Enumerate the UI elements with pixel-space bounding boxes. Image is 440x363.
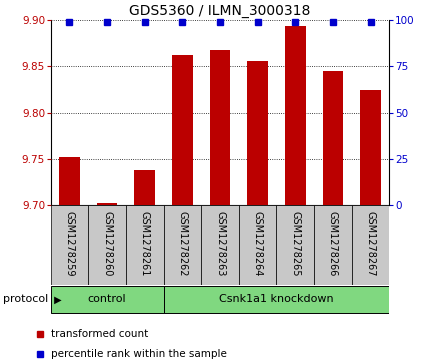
Text: GSM1278259: GSM1278259 (64, 212, 74, 277)
Bar (201, 205, 239, 285)
Bar (164, 205, 201, 285)
Bar (134, 170, 155, 205)
Text: ▶: ▶ (51, 294, 61, 305)
Text: GSM1278267: GSM1278267 (366, 212, 376, 277)
Bar (126, 205, 164, 285)
Text: transformed count: transformed count (51, 329, 148, 339)
Bar (352, 205, 389, 285)
Bar (323, 71, 343, 205)
Text: GSM1278261: GSM1278261 (140, 212, 150, 277)
Bar (97, 203, 117, 205)
Bar (247, 61, 268, 205)
Text: GSM1278260: GSM1278260 (102, 212, 112, 277)
Text: Csnk1a1 knockdown: Csnk1a1 knockdown (219, 294, 334, 305)
Text: control: control (88, 294, 126, 305)
Text: GSM1278266: GSM1278266 (328, 212, 338, 277)
Text: GSM1278264: GSM1278264 (253, 212, 263, 277)
Text: GSM1278265: GSM1278265 (290, 212, 300, 277)
Bar (59, 157, 80, 205)
Bar (172, 55, 193, 205)
Bar (314, 205, 352, 285)
Title: GDS5360 / ILMN_3000318: GDS5360 / ILMN_3000318 (129, 4, 311, 17)
Bar (360, 90, 381, 205)
Bar (51, 286, 164, 313)
Bar (164, 286, 389, 313)
Text: protocol: protocol (3, 294, 48, 305)
Text: GSM1278263: GSM1278263 (215, 212, 225, 277)
Bar (239, 205, 276, 285)
Bar (285, 26, 306, 205)
Text: GSM1278262: GSM1278262 (177, 212, 187, 277)
Bar (209, 50, 231, 205)
Bar (88, 205, 126, 285)
Bar (276, 205, 314, 285)
Bar (51, 205, 88, 285)
Text: percentile rank within the sample: percentile rank within the sample (51, 349, 227, 359)
